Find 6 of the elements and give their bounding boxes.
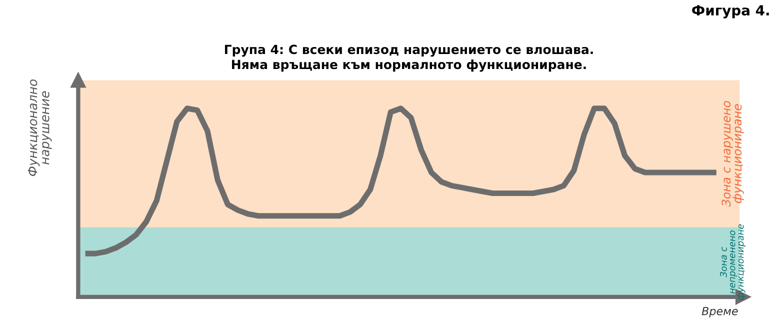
band-label: Зона с нарушено функциониране	[722, 101, 744, 207]
y-axis-title: Функционално нарушение	[28, 79, 52, 176]
text: Фигура 4.	[692, 5, 769, 18]
chart-title: Група 4: С всеки епизод нарушението се влошава. Няма връщане към нормалното функциониране.	[224, 44, 593, 72]
x-axis-title: Време	[702, 307, 738, 318]
band-label: Зона с непроменено функциониране	[720, 224, 746, 300]
